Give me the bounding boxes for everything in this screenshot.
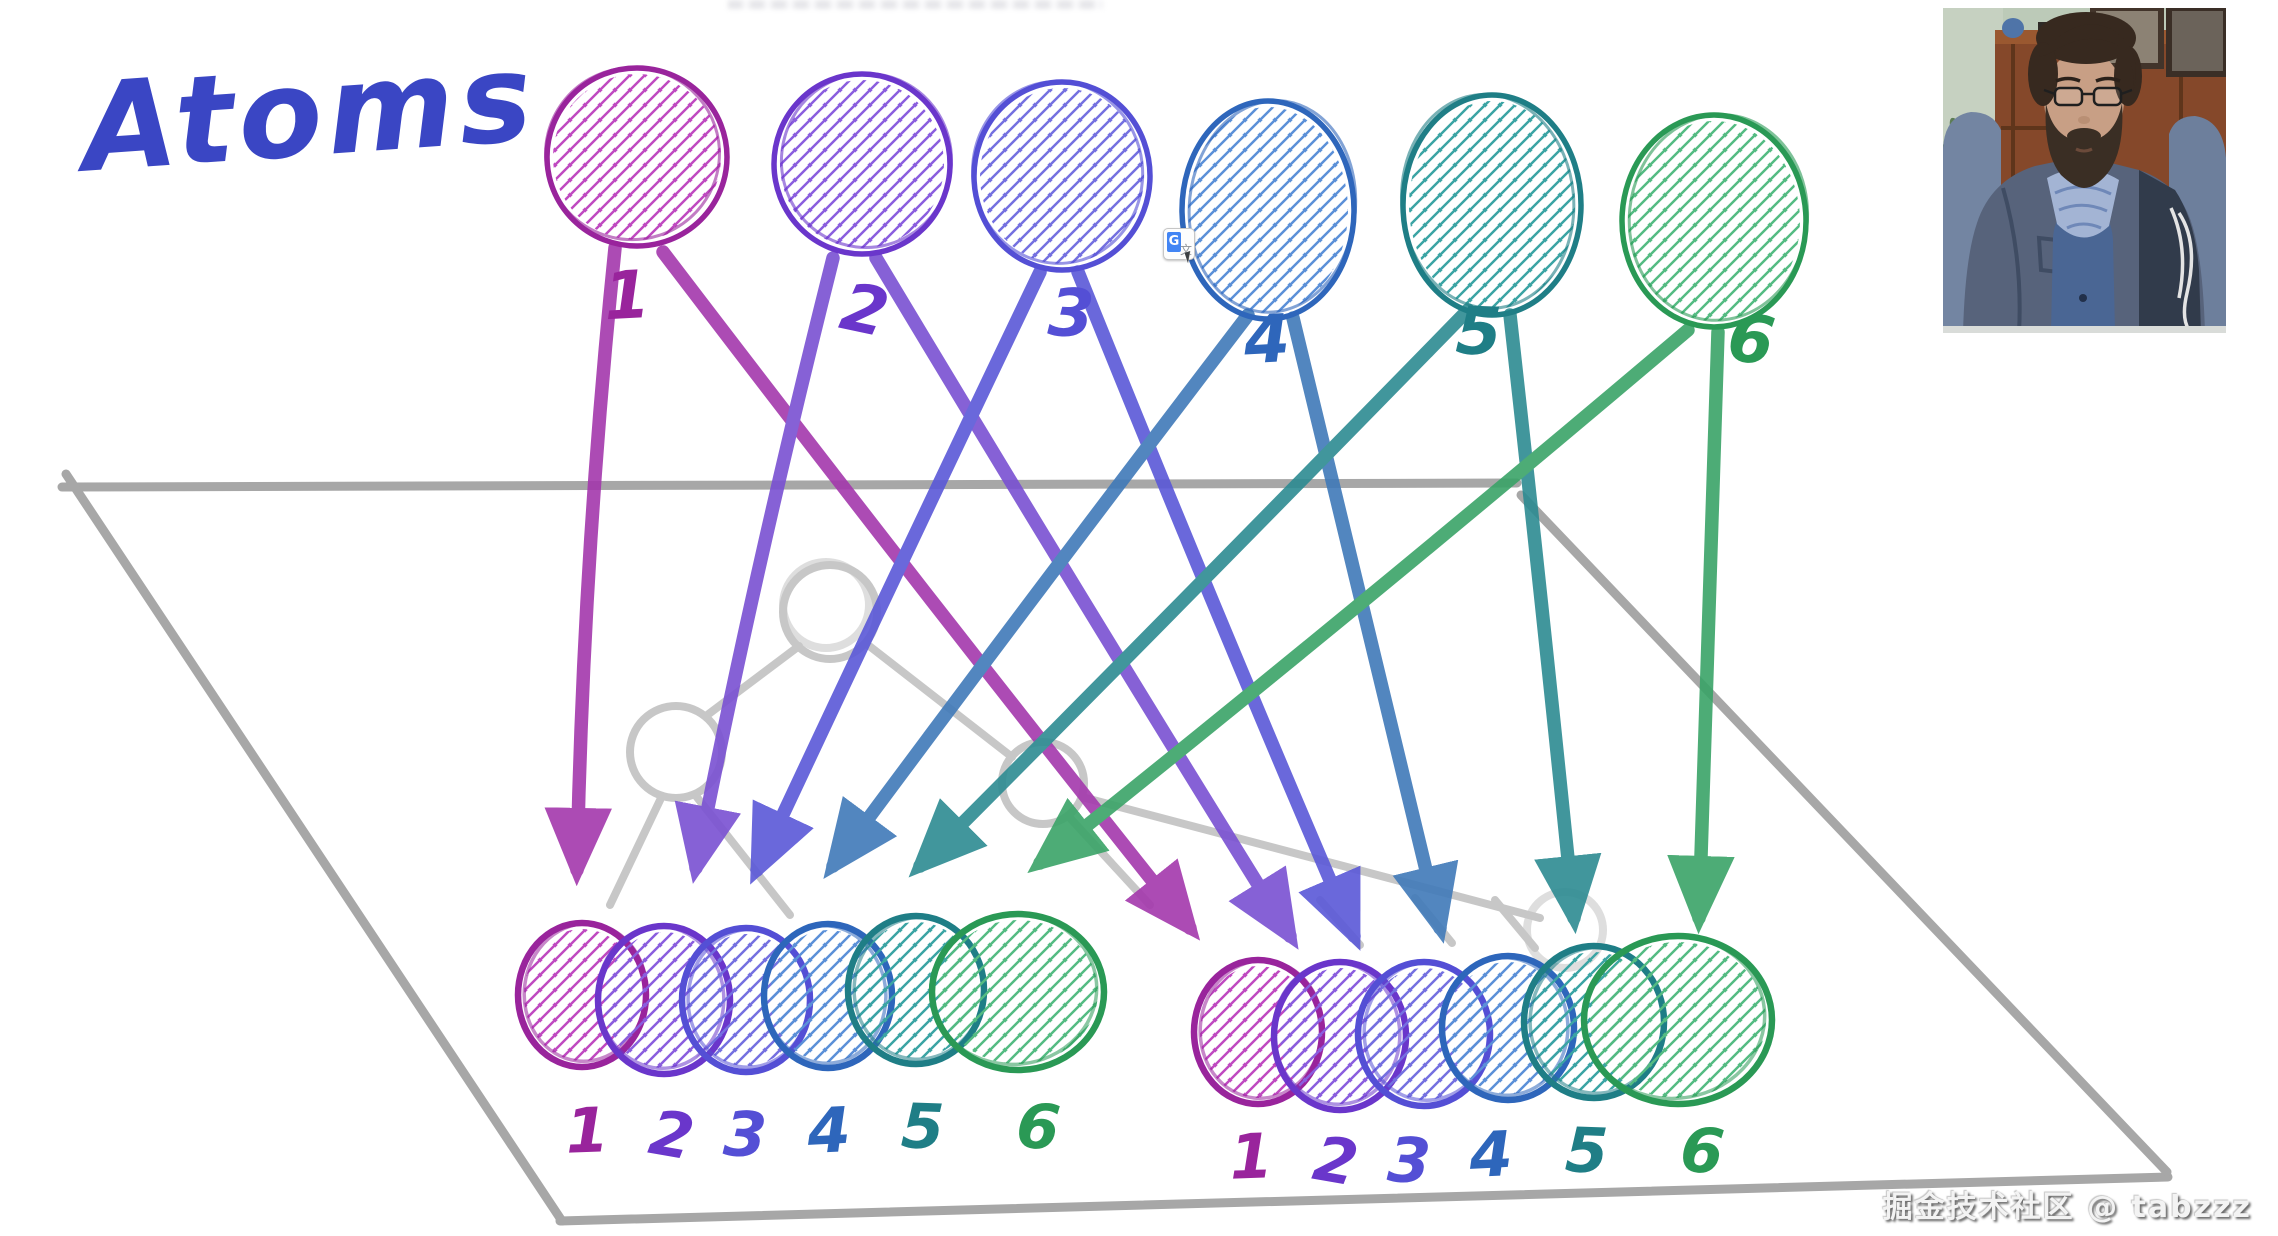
molecule-right-label-3: 3 (1386, 1123, 1433, 1198)
arrow-atom5-left (908, 303, 1475, 878)
person-eyebrows (2055, 76, 2121, 83)
atom-5-label: 5 (1454, 292, 1503, 371)
atom-6 (1619, 112, 1810, 330)
watermark: 掘金技术社区 @ tabzzz (1882, 1190, 2252, 1225)
arrow-atom4-right (1286, 311, 1459, 944)
arrow-atom6-right (1667, 325, 1735, 935)
molecule-right (1190, 932, 1776, 1114)
molecule-left-label-1: 1 (564, 1093, 610, 1167)
molecule-right-label-5: 5 (1564, 1113, 1610, 1187)
molecule-left-label-3: 3 (722, 1097, 769, 1172)
person-beard (2045, 103, 2123, 188)
person-face (2044, 50, 2124, 150)
molecule-left-label-6: 6 (1013, 1088, 1064, 1165)
translate-g-icon: G (1167, 232, 1181, 252)
arrow-atom4-left (823, 308, 1255, 880)
translate-glyph-icon: 文 (1179, 243, 1192, 257)
webcam-bottom-strip (1943, 326, 2226, 333)
person-nose (2078, 116, 2090, 124)
person (1963, 12, 2205, 333)
shirt-button (2079, 294, 2087, 302)
blue-jar (2002, 18, 2024, 38)
molecule-left (514, 910, 1108, 1078)
atom-4-label: 4 (1241, 300, 1292, 379)
arrow-atom5-right (1503, 308, 1602, 935)
atom-1 (544, 65, 730, 249)
arrow-atom6-left (1027, 323, 1695, 874)
person-bandana (2047, 168, 2119, 238)
atom-4 (1179, 98, 1358, 322)
person-glasses (2043, 86, 2133, 107)
jacket-drawstring (2169, 207, 2194, 331)
ghost-bond (1078, 793, 1544, 922)
molecule-left-label-5: 5 (900, 1089, 946, 1163)
molecule-right-label-1: 1 (1228, 1119, 1274, 1193)
arrow-atom3-left (750, 265, 1047, 885)
atom-6-label: 6 (1723, 298, 1779, 381)
webcam-video (1943, 8, 2226, 333)
molecule-left-label-4: 4 (804, 1093, 852, 1168)
arrow-atom2-right (869, 251, 1299, 950)
cropped-top-text (728, 0, 1103, 9)
molecule-right-atom-6 (1580, 932, 1776, 1108)
ghost-bond (864, 641, 1016, 761)
atom-2 (771, 71, 953, 257)
atom-2-label: 2 (834, 268, 895, 353)
molecule-right-label-2: 2 (1308, 1121, 1363, 1200)
ghost-molecule (606, 558, 1607, 972)
atom-5 (1399, 92, 1584, 318)
arrow-atom1-right (656, 245, 1201, 941)
molecule-left-label-2: 2 (644, 1095, 699, 1174)
person-mouth (2075, 147, 2093, 153)
ghost-bond (606, 792, 666, 909)
atom-3-label: 3 (1046, 274, 1096, 353)
ghost-bond (702, 642, 803, 720)
arrow-atom2-left (674, 251, 840, 884)
atom-row (544, 65, 1810, 330)
ghost-atom (779, 558, 873, 652)
molecule-right-label-6: 6 (1677, 1112, 1728, 1189)
atom-3 (971, 79, 1153, 273)
ghost-bond (1491, 896, 1539, 952)
arrow-atom1-left (544, 241, 622, 887)
plane-outline (57, 469, 2173, 1226)
molecule-left-atom-6 (928, 910, 1108, 1074)
atom-1-label: 1 (602, 256, 652, 335)
molecule-right-label-4: 4 (1466, 1117, 1514, 1192)
translate-icon[interactable]: G 文 (1163, 228, 1198, 264)
arrow-atom3-right (1071, 265, 1361, 951)
